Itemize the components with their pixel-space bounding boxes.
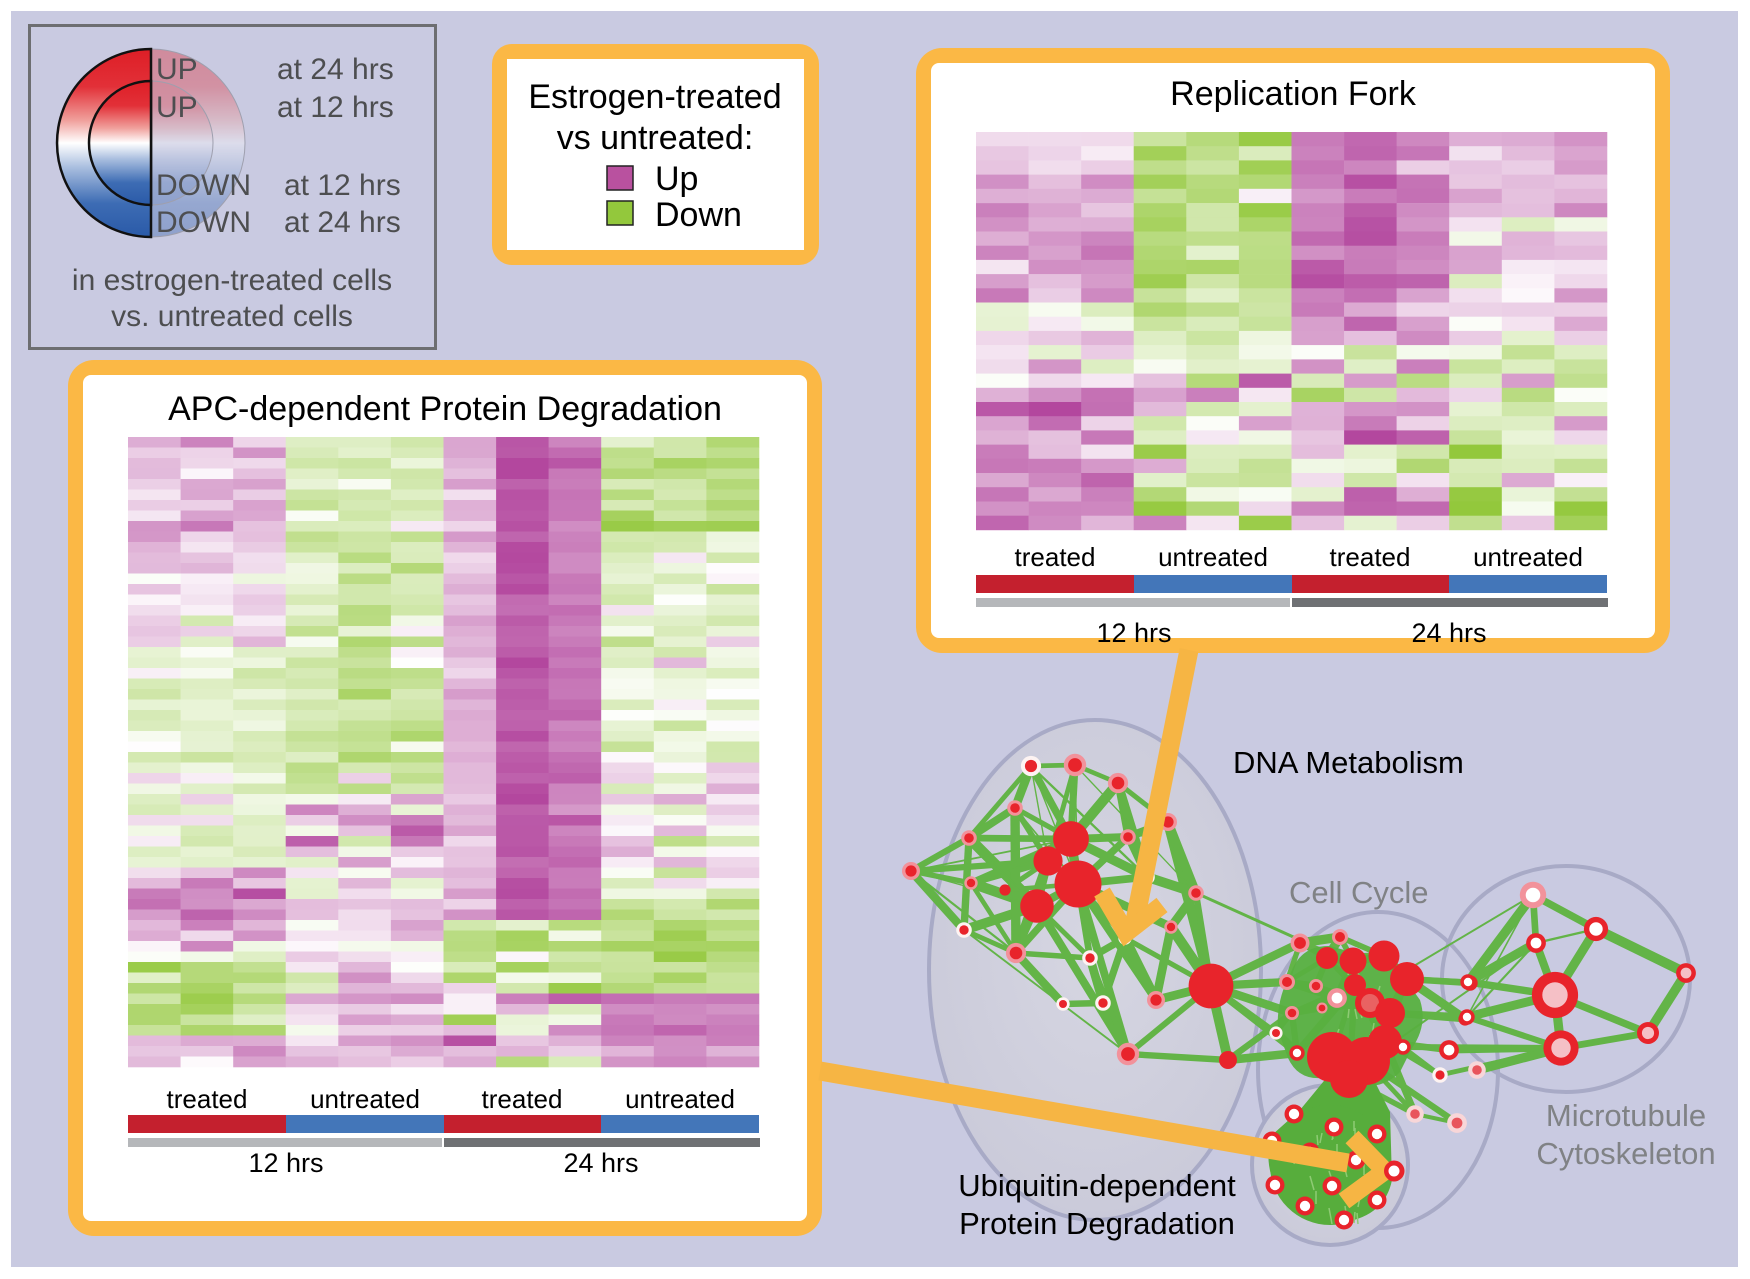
svg-text:12 hrs: 12 hrs xyxy=(1096,618,1171,648)
svg-text:Up: Up xyxy=(655,160,698,198)
svg-text:vs untreated:: vs untreated: xyxy=(557,119,754,157)
svg-text:12 hrs: 12 hrs xyxy=(248,1148,323,1178)
svg-text:untreated: untreated xyxy=(310,1084,420,1114)
svg-text:DOWN: DOWN xyxy=(156,169,251,202)
svg-text:DNA Metabolism: DNA Metabolism xyxy=(1233,745,1464,780)
svg-text:treated: treated xyxy=(1330,542,1411,572)
svg-text:Cell Cycle: Cell Cycle xyxy=(1289,875,1429,910)
svg-text:treated: treated xyxy=(482,1084,563,1114)
svg-text:Replication Fork: Replication Fork xyxy=(1170,75,1417,113)
svg-text:DOWN: DOWN xyxy=(156,206,251,239)
svg-text:Down: Down xyxy=(655,196,742,234)
svg-text:UP: UP xyxy=(156,53,198,86)
svg-text:24 hrs: 24 hrs xyxy=(563,1148,638,1178)
svg-text:Microtubule: Microtubule xyxy=(1546,1098,1706,1133)
svg-text:treated: treated xyxy=(1015,542,1096,572)
svg-text:APC-dependent Protein Degradat: APC-dependent Protein Degradation xyxy=(168,390,722,428)
svg-text:at 12 hrs: at 12 hrs xyxy=(284,169,401,202)
svg-text:24 hrs: 24 hrs xyxy=(1411,618,1486,648)
svg-text:UP: UP xyxy=(156,91,198,124)
svg-text:in estrogen-treated cells: in estrogen-treated cells xyxy=(72,264,392,297)
svg-text:at 24 hrs: at 24 hrs xyxy=(284,206,401,239)
svg-text:vs. untreated cells: vs. untreated cells xyxy=(111,300,353,333)
svg-text:Estrogen-treated: Estrogen-treated xyxy=(528,78,781,116)
svg-text:Cytoskeleton: Cytoskeleton xyxy=(1536,1136,1715,1171)
svg-text:Ubiquitin-dependent: Ubiquitin-dependent xyxy=(958,1168,1236,1203)
svg-text:untreated: untreated xyxy=(1473,542,1583,572)
svg-text:treated: treated xyxy=(167,1084,248,1114)
svg-text:at 24 hrs: at 24 hrs xyxy=(277,53,394,86)
svg-text:at 12 hrs: at 12 hrs xyxy=(277,91,394,124)
svg-text:untreated: untreated xyxy=(625,1084,735,1114)
svg-text:Protein Degradation: Protein Degradation xyxy=(959,1206,1235,1241)
svg-text:untreated: untreated xyxy=(1158,542,1268,572)
